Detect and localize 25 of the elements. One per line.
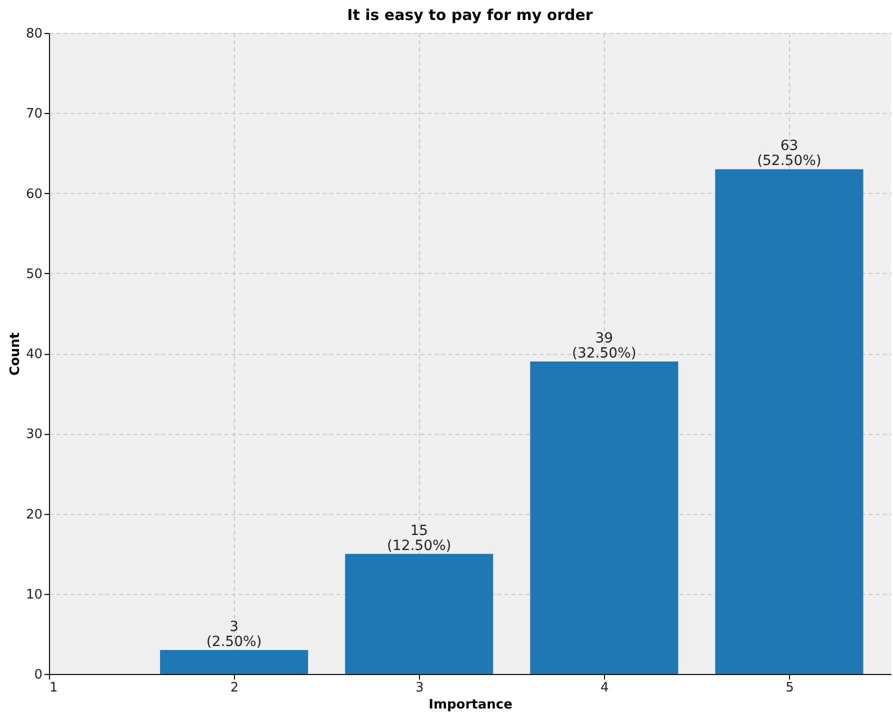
x-tick-label: 3 (415, 680, 424, 696)
y-tick-label: 50 (26, 266, 42, 282)
data-label: 63 (52.50%) (757, 138, 822, 170)
bar (715, 169, 864, 674)
y-tick-label: 0 (34, 668, 42, 682)
y-tick-label: 40 (26, 347, 42, 362)
data-label: 3 (2.50%) (206, 618, 262, 650)
bar (345, 554, 494, 674)
x-tick-label: 2 (230, 680, 239, 696)
data-label: 39 (32.50%) (572, 330, 636, 362)
data-label: 15 (12.50%) (386, 522, 452, 554)
x-axis-title: Importance (428, 698, 513, 712)
y-tick-label: 20 (26, 507, 42, 522)
y-tick-label: 10 (26, 587, 42, 602)
chart-title: It is easy to pay for my order (347, 6, 594, 24)
x-tick-label: 1 (50, 680, 58, 696)
bar (160, 650, 308, 674)
x-tick-label: 5 (786, 680, 794, 696)
y-axis-title: Count (8, 332, 23, 376)
y-tick-label: 60 (26, 186, 42, 202)
bar (530, 362, 678, 674)
y-tick-label: 70 (26, 106, 42, 122)
y-tick-label: 30 (26, 427, 42, 442)
x-tick-label: 4 (600, 680, 609, 696)
y-tick-label: 80 (26, 26, 42, 42)
